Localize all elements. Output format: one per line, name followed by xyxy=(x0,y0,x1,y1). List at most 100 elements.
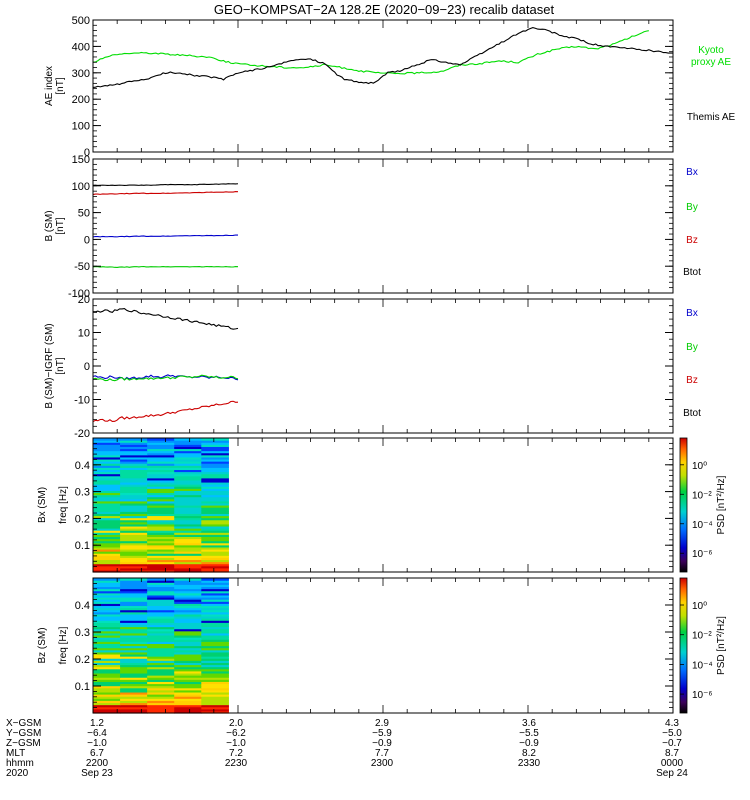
spectrogram-cell xyxy=(93,544,121,548)
spectrogram-cell xyxy=(93,704,121,708)
spectrogram-cell xyxy=(174,538,202,542)
spectrogram-cell xyxy=(93,486,121,489)
spectrogram-cell xyxy=(120,523,148,527)
spectrogram-cell xyxy=(120,662,148,666)
figure-title: GEO−KOMPSAT−2A 128.2E (2020−09−23) recal… xyxy=(214,2,555,17)
spectrogram-cell xyxy=(120,465,148,468)
spectrogram-cell xyxy=(93,458,121,462)
spectrogram-cell xyxy=(201,613,229,617)
spectrogram-cell xyxy=(120,704,148,708)
spectrogram-cell xyxy=(93,666,121,670)
orbit-cell: −6.2 xyxy=(226,728,246,739)
spectrogram-cell xyxy=(120,656,148,659)
spectrogram-cell xyxy=(120,555,148,558)
y-tick-label: 400 xyxy=(72,41,90,53)
spectrogram-cell xyxy=(174,561,202,565)
spectrogram-cell xyxy=(147,450,175,454)
spectrogram-cell xyxy=(93,694,121,697)
spectrogram-cell xyxy=(93,519,121,523)
spectrogram-cell xyxy=(174,594,202,598)
spectrogram-cell xyxy=(147,586,175,590)
spectrogram-cell xyxy=(120,525,148,529)
legend-entry: Btot xyxy=(683,408,701,419)
spectrogram-cell xyxy=(120,687,148,691)
spectrogram-cell xyxy=(174,649,202,653)
legend-entry: By xyxy=(686,202,698,213)
spectrogram-cell xyxy=(93,559,121,563)
spectrogram-cell xyxy=(93,523,121,527)
spectrogram-cell xyxy=(93,582,121,585)
spectrogram-cell xyxy=(147,710,175,714)
spectrogram-cell xyxy=(147,664,175,668)
spectrogram-cell xyxy=(120,601,148,604)
spectrogram-cell xyxy=(201,582,229,585)
spectrogram-cell xyxy=(120,649,148,653)
spectrogram-cell xyxy=(147,683,175,687)
spectrogram-cell xyxy=(93,594,121,598)
colorbar-tick-label: 10⁰ xyxy=(692,461,707,472)
spectrogram-cell xyxy=(147,565,175,569)
legend-entry: proxy AE xyxy=(691,57,731,68)
spectrogram-cell xyxy=(201,704,229,708)
spectrogram-cell xyxy=(120,637,148,640)
spectrogram-cell xyxy=(201,683,229,687)
spectrogram-cell xyxy=(201,538,229,542)
spectrogram-cell xyxy=(147,498,175,502)
spectrogram-cell xyxy=(174,605,202,609)
spectrogram-cell xyxy=(147,517,175,521)
spectrogram-cell xyxy=(201,461,229,464)
spectrogram-cell xyxy=(174,465,202,468)
spectrogram-cell xyxy=(147,496,175,500)
spectrogram-cell xyxy=(174,461,202,464)
spectrogram-cell xyxy=(93,658,121,661)
spectrogram-cell xyxy=(201,626,229,630)
spectrogram-cell xyxy=(174,569,202,573)
spectrogram-cell xyxy=(147,452,175,456)
spectrogram-cell xyxy=(201,444,229,447)
spectrogram-cell xyxy=(93,679,121,682)
spectrogram-cell xyxy=(201,641,229,644)
spectrogram-cell xyxy=(147,656,175,659)
orbit-cell: Sep 24 xyxy=(656,768,688,779)
panel-bz_psd: 10⁰ 10⁻² 10⁻⁴ 10⁻⁶ PSD [nT²/Hz] 0.1 0.2 0.3 0.4 B… xyxy=(37,577,727,714)
spectrogram-cell xyxy=(174,458,202,462)
spectrogram-cell xyxy=(201,469,229,473)
spectrogram-cell xyxy=(93,645,121,649)
spectrogram-cell xyxy=(120,710,148,714)
spectrogram xyxy=(93,438,229,573)
spectrogram-cell xyxy=(201,567,229,571)
y-tick-label: 0.1 xyxy=(75,681,90,693)
spectrogram-cell xyxy=(120,563,148,567)
y-tick-label: 50 xyxy=(78,208,90,220)
spectrogram-cell xyxy=(201,691,229,695)
spectrogram-cell xyxy=(201,670,229,674)
spectrogram-cell xyxy=(174,500,202,504)
spectrogram-cell xyxy=(174,563,202,567)
spectrogram-cell xyxy=(147,557,175,561)
spectrogram-cell xyxy=(201,666,229,670)
y-tick-label: 150 xyxy=(72,154,90,166)
spectrogram-cell xyxy=(174,481,202,485)
spectrogram-cell xyxy=(174,484,202,487)
spectrogram-cell xyxy=(120,620,148,623)
spectrogram-cell xyxy=(147,534,175,537)
spectrogram-cell xyxy=(120,677,148,680)
spectrogram-cell xyxy=(201,609,229,613)
spectrogram-cell xyxy=(174,677,202,680)
spectrogram-cell xyxy=(120,492,148,496)
spectrogram-cell xyxy=(174,511,202,514)
spectrogram-cell xyxy=(201,486,229,489)
spectrogram-cell xyxy=(201,653,229,657)
orbit-cell: 2330 xyxy=(518,758,541,769)
spectrogram-cell xyxy=(147,649,175,653)
spectrogram-cell xyxy=(120,538,148,542)
spectrogram-cell xyxy=(93,710,121,714)
spectrogram-cell xyxy=(93,467,121,470)
spectrogram-cell xyxy=(93,546,121,550)
series-line xyxy=(92,374,239,382)
series-line xyxy=(92,191,239,196)
orbit-cell: −0.7 xyxy=(662,738,682,749)
spectrogram-cell xyxy=(147,567,175,571)
spectrogram-cell xyxy=(120,471,148,475)
